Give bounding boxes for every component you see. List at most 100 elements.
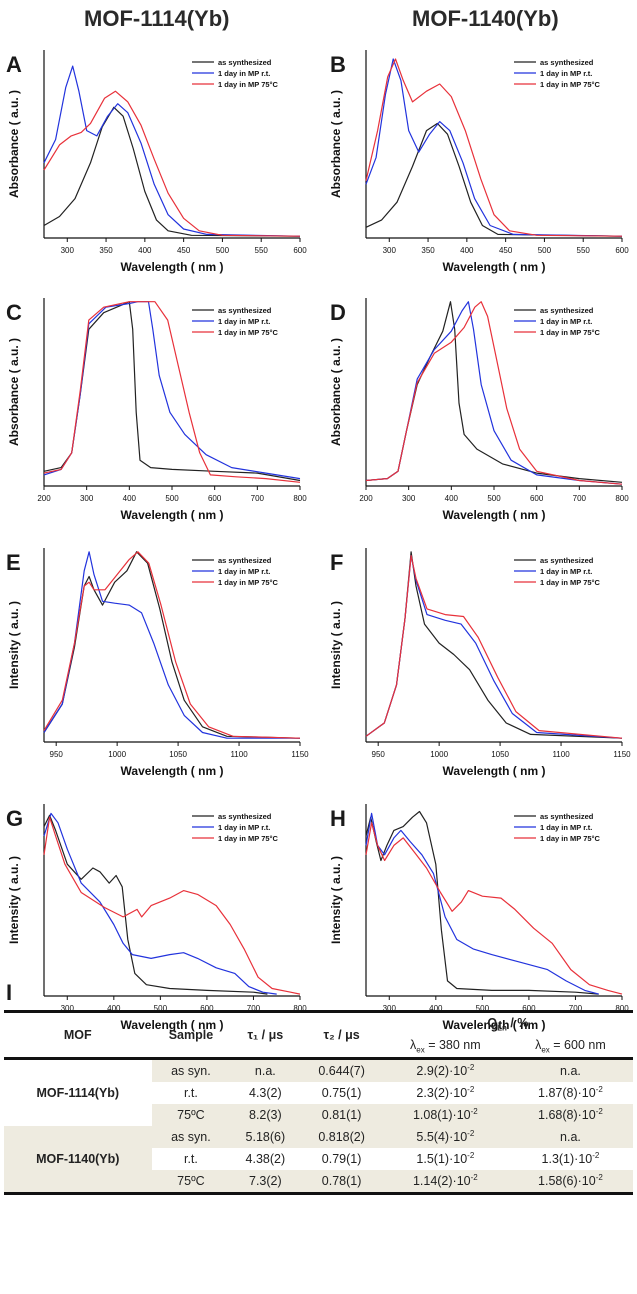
x-tick-label: 500	[538, 246, 552, 255]
table-cell-q600: n.a.	[507, 1126, 633, 1148]
x-tick-label: 200	[37, 494, 51, 503]
series-line-1	[365, 122, 623, 237]
series-line-3	[43, 551, 301, 739]
x-tick-label: 700	[573, 494, 587, 503]
table-cell-mof: MOF-1114(Yb)	[36, 1086, 120, 1100]
table-cell-q380: 5.5(4)·10-2	[382, 1126, 508, 1148]
legend-entry: 1 day in MP r.t.	[540, 69, 592, 78]
column-title-mof-1140: MOF-1140(Yb)	[412, 6, 559, 31]
x-tick-label: 400	[429, 1004, 443, 1013]
panel-letter-a: A	[6, 52, 22, 77]
chart-panel-c: 200 300 400 500 600 700 800 Wavelength ( nm ) Ab…	[7, 298, 307, 522]
x-tick-label: 600	[200, 1004, 214, 1013]
header-quantum-yield: QLn / %	[487, 1015, 529, 1033]
y-axis-label: Intensity ( a.u. )	[329, 601, 343, 689]
table-cell-tau1: 8.2(3)	[230, 1104, 301, 1126]
chart-panel-e: 950 1000 1050 1100 1150 Wavelength ( nm ) Inte…	[7, 548, 309, 778]
x-tick-label: 600	[293, 246, 307, 255]
x-tick-label: 400	[138, 246, 152, 255]
x-tick-label: 700	[569, 1004, 583, 1013]
x-axis-label: Wavelength ( nm )	[443, 508, 546, 522]
series-line-3	[43, 90, 301, 237]
legend-entry: as synthesized	[218, 812, 272, 821]
panel-letter-e: E	[6, 550, 21, 575]
table-cell-tau2: 0.75(1)	[321, 1086, 362, 1100]
x-tick-label: 300	[383, 1004, 397, 1013]
x-tick-label: 550	[255, 246, 269, 255]
x-tick-label: 1100	[230, 750, 248, 759]
x-tick-label: 700	[247, 1004, 261, 1013]
panel-letter-g: G	[6, 806, 24, 831]
series-line-2	[43, 65, 301, 237]
chart-panel-b: 300 350 400 450 500 550 600 Wavelength ( nm ) Ab…	[329, 50, 629, 274]
legend-entry: as synthesized	[540, 58, 594, 67]
legend-entry: 1 day in MP 75°C	[218, 328, 279, 337]
panel-letter-b: B	[330, 52, 346, 77]
panel-letter-i: I	[6, 980, 13, 1005]
legend-entry: 1 day in MP r.t.	[218, 567, 270, 576]
y-axis-label: Absorbance ( a.u. )	[329, 338, 343, 446]
table-cell-tau1: n.a.	[230, 1058, 301, 1082]
x-tick-label: 700	[251, 494, 265, 503]
header-mof: MOF	[4, 1011, 152, 1059]
x-tick-label: 1150	[291, 750, 309, 759]
table-cell-sample: 75ºC	[151, 1104, 231, 1126]
series-line-1	[365, 810, 599, 995]
x-tick-label: 400	[123, 494, 137, 503]
x-axis-label: Wavelength ( nm )	[443, 260, 546, 274]
table-cell-q600: 1.58(6)·10-2	[507, 1170, 633, 1194]
x-tick-label: 500	[487, 494, 501, 503]
chart-panel-h: 300 400 500 600 700 800 Wavelength ( nm ) Inten…	[329, 804, 629, 1032]
panel-letter-c: C	[6, 300, 22, 325]
table-cell-tau2: 0.818(2)	[300, 1126, 383, 1148]
y-axis-label: Absorbance ( a.u. )	[7, 338, 21, 446]
x-tick-label: 1000	[430, 750, 448, 759]
series-line-2	[43, 812, 277, 995]
x-tick-label: 1150	[613, 750, 631, 759]
x-tick-label: 350	[421, 246, 435, 255]
legend-entry: 1 day in MP r.t.	[540, 823, 592, 832]
series-line-1	[43, 814, 268, 995]
table-row: r.t. 4.3(2) 0.75(1) 2.3(2)·10-2 1.87(8)·10-2	[4, 1082, 633, 1104]
x-tick-label: 300	[402, 494, 416, 503]
x-axis-label: Wavelength ( nm )	[443, 1018, 546, 1032]
legend-entry: 1 day in MP 75°C	[540, 80, 601, 89]
legend-entry: 1 day in MP r.t.	[218, 69, 270, 78]
table-cell-q380: 2.3(2)·10-2	[416, 1085, 475, 1101]
legend-entry: as synthesized	[218, 58, 272, 67]
x-tick-label: 800	[293, 494, 307, 503]
legend-entry: 1 day in MP r.t.	[540, 567, 592, 576]
x-tick-label: 550	[577, 246, 591, 255]
x-tick-label: 950	[50, 750, 64, 759]
x-tick-label: 950	[372, 750, 386, 759]
legend-entry: as synthesized	[540, 306, 594, 315]
x-tick-label: 300	[61, 246, 75, 255]
table-cell-q380: 2.9(2)·10-2	[382, 1058, 508, 1082]
legend-entry: 1 day in MP r.t.	[218, 823, 270, 832]
x-tick-label: 800	[615, 494, 629, 503]
x-tick-label: 800	[293, 1004, 307, 1013]
x-axis-label: Wavelength ( nm )	[121, 260, 224, 274]
table-cell-sample: r.t.	[183, 1152, 198, 1166]
series-line-2	[365, 812, 599, 995]
panel-letter-h: H	[330, 806, 346, 831]
x-axis-label: Wavelength ( nm )	[121, 508, 224, 522]
chart-panel-f: 950 1000 1050 1100 1150 Wavelength ( nm ) Inte…	[329, 548, 631, 778]
x-tick-label: 1050	[491, 750, 509, 759]
table-cell-sample: 75ºC	[151, 1170, 231, 1194]
x-axis-label: Wavelength ( nm )	[443, 764, 546, 778]
table-cell-sample: as syn.	[151, 1126, 231, 1148]
x-tick-label: 400	[107, 1004, 121, 1013]
x-tick-label: 600	[615, 246, 629, 255]
table-cell-q600: n.a.	[507, 1058, 633, 1082]
panel-letter-d: D	[330, 300, 346, 325]
table-row: 75ºC 7.3(2) 0.78(1) 1.14(2)·10-2 1.58(6)·10-…	[4, 1170, 633, 1194]
header-sample: Sample	[151, 1011, 231, 1059]
table-row: MOF-1140(Yb) as syn. 5.18(6) 0.818(2) 5.5(4)…	[4, 1126, 633, 1194]
series-line-2	[365, 58, 623, 237]
x-tick-label: 500	[165, 494, 179, 503]
table-cell-q380: 1.08(1)·10-2	[382, 1104, 508, 1126]
y-axis-label: Intensity ( a.u. )	[7, 601, 21, 689]
table-cell-sample: as syn.	[151, 1058, 231, 1082]
